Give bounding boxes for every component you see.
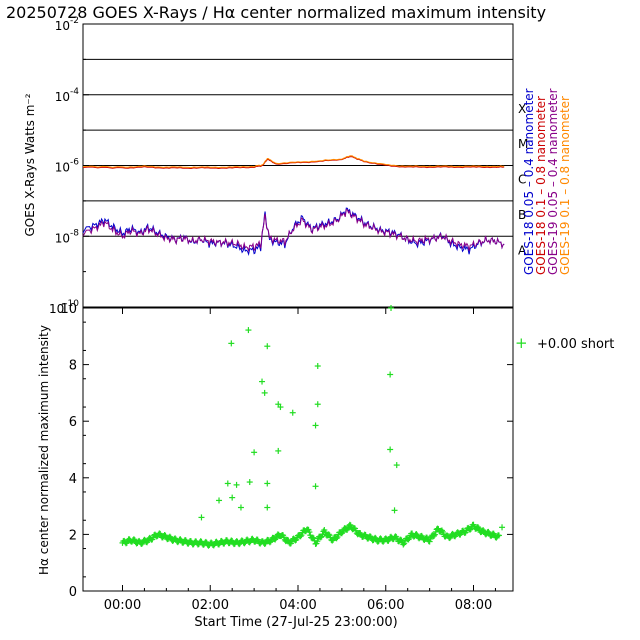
halpha-point (333, 535, 340, 542)
halpha-point (314, 401, 321, 408)
halpha-panel: 0 2 4 6 8 10 00:00 02:00 04:00 06:00 08:00 Hα cen… (37, 302, 614, 630)
halpha-point (297, 533, 304, 540)
halpha-point (277, 404, 284, 411)
xray-y-tick-label: 10-10 (49, 299, 79, 316)
halpha-point (216, 497, 223, 504)
halpha-point (245, 327, 252, 334)
xray-series-line (82, 156, 505, 170)
halpha-point (177, 536, 184, 543)
flare-class-label: X (518, 102, 526, 116)
halpha-point (387, 446, 394, 453)
halpha-point (388, 305, 395, 311)
halpha-point (251, 449, 258, 456)
x-tick-label: 00:00 (104, 598, 141, 613)
halpha-point (233, 481, 240, 488)
halpha-point (467, 526, 473, 533)
halpha-plot-frame (82, 307, 514, 592)
halpha-legend: + +0.00 short (515, 334, 614, 352)
x-tick-label: 02:00 (192, 598, 229, 613)
halpha-point (138, 541, 145, 548)
legend-marker: + (515, 334, 528, 352)
halpha-point (246, 539, 253, 546)
xray-series-line (82, 209, 505, 253)
x-axis-label: Start Time (27-Jul-25 23:00:00) (194, 615, 397, 630)
xray-y-tick-label: 10-2 (55, 16, 79, 33)
xray-legend-entry: GOES-19 0.05 – 0.4 nanometer (546, 88, 560, 275)
halpha-point (306, 529, 313, 536)
halpha-point (272, 536, 279, 543)
halpha-point (224, 480, 231, 487)
halpha-point (495, 532, 502, 539)
flare-class-label: B (518, 208, 526, 222)
halpha-point (312, 483, 319, 490)
halpha-point (264, 504, 271, 511)
halpha-point (246, 479, 253, 486)
halpha-point (499, 524, 506, 531)
halpha-point (259, 378, 266, 385)
halpha-y-tick-label: 2 (69, 528, 77, 543)
flare-class-label: M (518, 137, 528, 151)
xray-series-line (82, 155, 505, 169)
xray-legend-entry: GOES-19 0.1 – 0.8 nanometer (558, 96, 572, 275)
halpha-point (413, 531, 420, 538)
halpha-point (228, 340, 235, 347)
xray-y-tick-label: 10-4 (55, 87, 80, 104)
halpha-point (312, 422, 319, 429)
x-tick-label: 06:00 (367, 598, 404, 613)
flare-class-label: C (518, 173, 526, 187)
halpha-point (314, 538, 321, 545)
halpha-point (338, 530, 345, 537)
halpha-point (393, 462, 400, 469)
halpha-y-tick-label: 0 (69, 585, 77, 600)
halpha-point (325, 531, 332, 538)
halpha-point (474, 524, 481, 531)
xray-legend-entry: GOES-18 0.1 – 0.8 nanometer (534, 96, 548, 275)
halpha-point (446, 535, 453, 542)
xray-legend-entry: GOES-18 0.05 – 0.4 nanometer (522, 88, 536, 275)
xray-y-tick-label: 10-8 (55, 228, 80, 245)
xray-y-axis-label: GOES X-Rays Watts m⁻² (23, 93, 37, 236)
halpha-point (431, 531, 438, 538)
halpha-point (480, 527, 487, 534)
halpha-point (400, 541, 407, 548)
halpha-y-tick-label: 4 (69, 472, 77, 487)
halpha-y-tick-label: 10 (60, 302, 77, 317)
halpha-y-tick-label: 6 (69, 415, 77, 430)
halpha-point (261, 389, 268, 396)
legend-text: +0.00 short (537, 337, 614, 352)
halpha-point (431, 532, 438, 539)
halpha-y-tick-label: 8 (69, 359, 77, 374)
halpha-point (237, 504, 244, 511)
halpha-point (264, 343, 271, 350)
halpha-point (264, 480, 271, 487)
halpha-point (427, 535, 434, 542)
halpha-point (387, 371, 394, 378)
halpha-point (198, 514, 205, 521)
halpha-point (314, 363, 321, 370)
halpha-point (426, 538, 433, 545)
x-tick-label: 08:00 (455, 598, 492, 613)
halpha-point (210, 542, 217, 549)
halpha-point (309, 534, 316, 541)
halpha-point (317, 534, 324, 541)
flare-class-label: A (518, 243, 527, 257)
halpha-point (289, 409, 296, 416)
xray-panel: 10-2 10-4 10-6 10-8 10-10 X M C B A GOES X-Rays … (23, 16, 572, 316)
halpha-y-axis-label: Hα center normalized maximum intensity (37, 325, 51, 575)
halpha-point (275, 447, 282, 454)
halpha-point (391, 507, 398, 514)
chart-title: 20250728 GOES X-Rays / Hα center normali… (6, 3, 546, 22)
xray-y-tick-label: 10-6 (55, 158, 80, 175)
halpha-point (229, 494, 236, 501)
x-tick-label: 04:00 (279, 598, 316, 613)
